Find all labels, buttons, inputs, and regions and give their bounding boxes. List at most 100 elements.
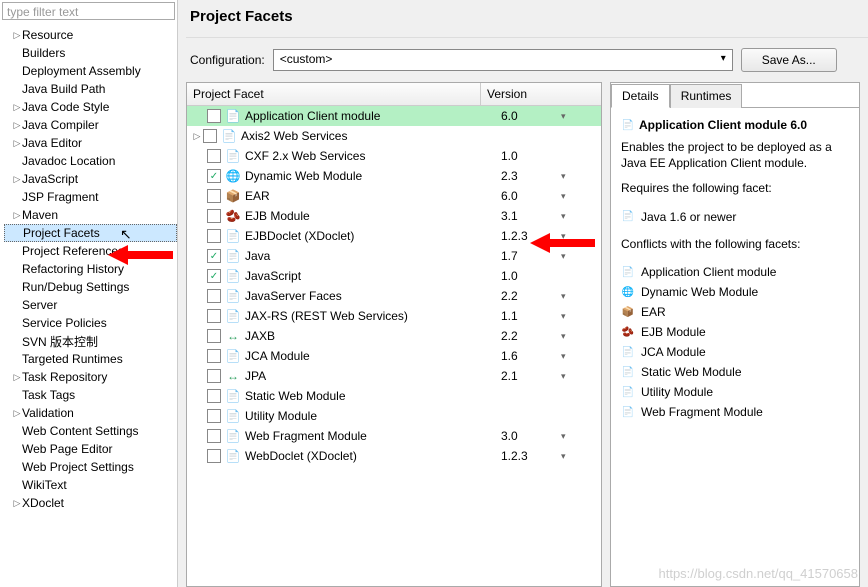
sidebar-item-project-references[interactable]: Project References xyxy=(4,242,177,260)
facet-row[interactable]: 📄 JavaServer Faces 2.2 ▾ xyxy=(187,286,601,306)
checkbox[interactable] xyxy=(203,129,217,143)
expander-icon[interactable]: ▷ xyxy=(191,131,203,142)
sidebar-item-refactoring-history[interactable]: Refactoring History xyxy=(4,260,177,278)
facet-row[interactable]: ↔ JAXB 2.2 ▾ xyxy=(187,326,601,346)
sidebar-item-jsp-fragment[interactable]: JSP Fragment xyxy=(4,188,177,206)
sidebar-item-wikitext[interactable]: WikiText xyxy=(4,476,177,494)
sidebar-item-svn-[interactable]: SVN 版本控制 xyxy=(4,332,177,350)
sidebar-item-java-compiler[interactable]: ▷Java Compiler xyxy=(4,116,177,134)
facet-row[interactable]: ✓ 📄 JavaScript 1.0 xyxy=(187,266,601,286)
facet-version: 1.6 xyxy=(501,349,561,363)
conflicts-item: 📄Web Fragment Module xyxy=(621,402,849,422)
filter-input[interactable]: type filter text xyxy=(2,2,175,20)
facet-row[interactable]: 📄 JCA Module 1.6 ▾ xyxy=(187,346,601,366)
conflicts-item: 🫘EJB Module xyxy=(621,322,849,342)
facet-row[interactable]: ✓ 🌐 Dynamic Web Module 2.3 ▾ xyxy=(187,166,601,186)
facet-version: 2.1 xyxy=(501,369,561,383)
sidebar-item-java-editor[interactable]: ▷Java Editor xyxy=(4,134,177,152)
sidebar-item-resource[interactable]: ▷Resource xyxy=(4,26,177,44)
col-header-version[interactable]: Version xyxy=(481,83,601,105)
checkbox[interactable] xyxy=(207,329,221,343)
version-dropdown[interactable]: ▾ xyxy=(561,451,601,462)
sidebar-item-web-content-settings[interactable]: Web Content Settings xyxy=(4,422,177,440)
facet-row[interactable]: ▷ 📄 Axis2 Web Services xyxy=(187,126,601,146)
checkbox[interactable] xyxy=(207,369,221,383)
facet-row[interactable]: 📄 EJBDoclet (XDoclet) 1.2.3 ▾ xyxy=(187,226,601,246)
checkbox[interactable]: ✓ xyxy=(207,169,221,183)
facet-row[interactable]: 🫘 EJB Module 3.1 ▾ xyxy=(187,206,601,226)
sidebar: type filter text ▷ResourceBuildersDeploy… xyxy=(0,0,178,587)
checkbox[interactable] xyxy=(207,409,221,423)
version-dropdown[interactable]: ▾ xyxy=(561,251,601,262)
facet-row[interactable]: 📦 EAR 6.0 ▾ xyxy=(187,186,601,206)
sidebar-item-java-build-path[interactable]: Java Build Path xyxy=(4,80,177,98)
sidebar-item-maven[interactable]: ▷Maven xyxy=(4,206,177,224)
facet-row[interactable]: 📄 Web Fragment Module 3.0 ▾ xyxy=(187,426,601,446)
version-dropdown[interactable]: ▾ xyxy=(561,111,601,122)
facet-row[interactable]: 📄 Static Web Module xyxy=(187,386,601,406)
facet-row[interactable]: ✓ 📄 Java 1.7 ▾ xyxy=(187,246,601,266)
sidebar-item-service-policies[interactable]: Service Policies xyxy=(4,314,177,332)
facet-row[interactable]: 📄 Application Client module 6.0 ▾ xyxy=(187,106,601,126)
version-dropdown[interactable]: ▾ xyxy=(561,351,601,362)
expander-icon: ▷ xyxy=(12,102,22,113)
checkbox[interactable] xyxy=(207,289,221,303)
checkbox[interactable] xyxy=(207,449,221,463)
save-as-button[interactable]: Save As... xyxy=(741,48,837,72)
version-dropdown[interactable]: ▾ xyxy=(561,291,601,302)
details-tabs: DetailsRuntimes xyxy=(611,83,859,108)
facet-icon: 🌐 xyxy=(621,285,635,299)
checkbox[interactable] xyxy=(207,429,221,443)
version-dropdown[interactable]: ▾ xyxy=(561,331,601,342)
sidebar-item-java-code-style[interactable]: ▷Java Code Style xyxy=(4,98,177,116)
version-dropdown[interactable]: ▾ xyxy=(561,311,601,322)
checkbox[interactable] xyxy=(207,389,221,403)
checkbox[interactable] xyxy=(207,109,221,123)
sidebar-item-javascript[interactable]: ▷JavaScript xyxy=(4,170,177,188)
sidebar-item-label: Resource xyxy=(22,28,73,42)
sidebar-item-web-page-editor[interactable]: Web Page Editor xyxy=(4,440,177,458)
sidebar-item-deployment-assembly[interactable]: Deployment Assembly xyxy=(4,62,177,80)
sidebar-item-project-facets[interactable]: Project Facets xyxy=(4,224,177,242)
facet-icon: 📄 xyxy=(621,345,635,359)
col-header-facet[interactable]: Project Facet xyxy=(187,83,481,105)
sidebar-item-label: Javadoc Location xyxy=(22,154,115,168)
expander-icon: ▷ xyxy=(12,372,22,383)
sidebar-item-builders[interactable]: Builders xyxy=(4,44,177,62)
facet-row[interactable]: ↔ JPA 2.1 ▾ xyxy=(187,366,601,386)
tab-runtimes[interactable]: Runtimes xyxy=(670,84,743,108)
version-dropdown[interactable]: ▾ xyxy=(561,211,601,222)
sidebar-item-validation[interactable]: ▷Validation xyxy=(4,404,177,422)
tab-details[interactable]: Details xyxy=(611,84,670,108)
conflicts-item: 📄JCA Module xyxy=(621,342,849,362)
sidebar-item-run-debug-settings[interactable]: Run/Debug Settings xyxy=(4,278,177,296)
sidebar-item-targeted-runtimes[interactable]: Targeted Runtimes xyxy=(4,350,177,368)
sidebar-item-xdoclet[interactable]: ▷XDoclet xyxy=(4,494,177,512)
facet-row[interactable]: 📄 CXF 2.x Web Services 1.0 xyxy=(187,146,601,166)
sidebar-item-label: Java Build Path xyxy=(22,82,105,96)
facet-row[interactable]: 📄 JAX-RS (REST Web Services) 1.1 ▾ xyxy=(187,306,601,326)
checkbox[interactable] xyxy=(207,309,221,323)
config-select[interactable]: <custom> xyxy=(273,49,733,71)
checkbox[interactable] xyxy=(207,209,221,223)
checkbox[interactable] xyxy=(207,189,221,203)
sidebar-item-web-project-settings[interactable]: Web Project Settings xyxy=(4,458,177,476)
checkbox[interactable]: ✓ xyxy=(207,249,221,263)
sidebar-item-server[interactable]: Server xyxy=(4,296,177,314)
checkbox[interactable] xyxy=(207,349,221,363)
checkbox[interactable] xyxy=(207,229,221,243)
sidebar-item-label: Task Tags xyxy=(22,388,75,402)
version-dropdown[interactable]: ▾ xyxy=(561,231,601,242)
version-dropdown[interactable]: ▾ xyxy=(561,191,601,202)
sidebar-item-task-repository[interactable]: ▷Task Repository xyxy=(4,368,177,386)
sidebar-item-task-tags[interactable]: Task Tags xyxy=(4,386,177,404)
checkbox[interactable]: ✓ xyxy=(207,269,221,283)
version-dropdown[interactable]: ▾ xyxy=(561,431,601,442)
sidebar-item-javadoc-location[interactable]: Javadoc Location xyxy=(4,152,177,170)
version-dropdown[interactable]: ▾ xyxy=(561,371,601,382)
conflicts-item: 📄Static Web Module xyxy=(621,362,849,382)
checkbox[interactable] xyxy=(207,149,221,163)
facet-row[interactable]: 📄 Utility Module xyxy=(187,406,601,426)
facet-row[interactable]: 📄 WebDoclet (XDoclet) 1.2.3 ▾ xyxy=(187,446,601,466)
version-dropdown[interactable]: ▾ xyxy=(561,171,601,182)
